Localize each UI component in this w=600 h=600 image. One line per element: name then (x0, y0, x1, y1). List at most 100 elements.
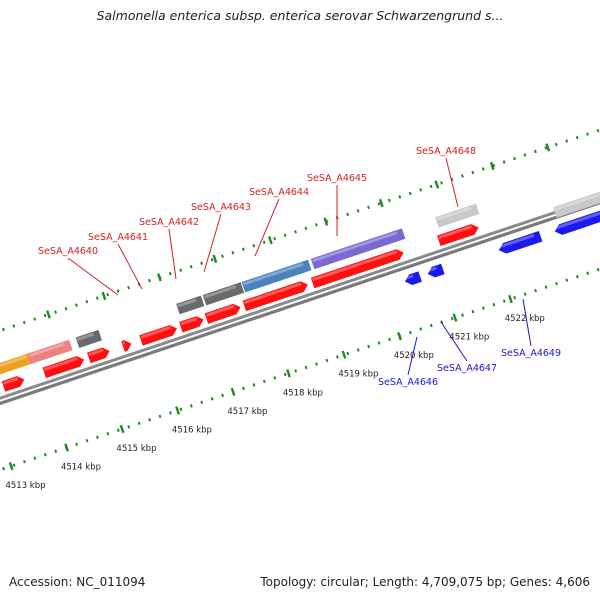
reverse-tick-dots (335, 355, 339, 359)
forward-tick-dots-mark (106, 292, 110, 297)
reverse-tick-dots-mark (481, 306, 485, 310)
forward-tick-dots-mark (419, 188, 423, 192)
forward-tick-dots (241, 247, 245, 251)
forward-tick-dots-mark (43, 313, 47, 318)
reverse-tick-dots-mark (388, 337, 391, 342)
reverse-tick-dots (523, 292, 527, 296)
forward-tick-dots-mark (596, 128, 600, 133)
gene-label: SeSA_A4646 (378, 377, 438, 388)
forward-tick-dots-mark (189, 264, 193, 269)
forward-gene-highlight (312, 250, 398, 282)
reverse-tick-dots (419, 327, 423, 331)
forward-tick-dots (22, 320, 26, 325)
forward-tick-dots-mark (12, 324, 16, 328)
outer-scale-tick-mark (157, 273, 162, 282)
forward-gene-shape (204, 303, 241, 324)
forward-tick-dots (314, 223, 318, 227)
reverse-tick-dots-mark (346, 351, 350, 356)
reverse-tick-dots (513, 295, 517, 300)
backbone-line (0, 195, 600, 400)
forward-tick-dots (440, 181, 443, 185)
reverse-tick-dots-mark (262, 379, 266, 384)
reverse-tick-dots-mark (221, 393, 225, 398)
scale-tick (8, 461, 14, 471)
forward-tick-dots (398, 195, 402, 199)
reverse-tick-dots (85, 439, 89, 443)
reverse-tick-dots (43, 452, 47, 457)
scale-tick-mark (397, 332, 402, 341)
forward-tick-dots (168, 271, 172, 276)
forward-tick-dots-mark (33, 317, 37, 321)
scale-tick-mark (341, 350, 347, 359)
forward-tick-dots (502, 160, 506, 164)
reverse-tick-dots (304, 365, 308, 370)
outer-scale-tick-mark (545, 143, 551, 152)
forward-tick-dots (148, 278, 151, 283)
reverse-tick-dots-mark (367, 344, 371, 349)
forward-gene-shape (437, 224, 479, 247)
forward-gene-upper-highlight (242, 262, 304, 286)
reverse-tick-dots (252, 383, 256, 387)
scale-tick (230, 387, 236, 397)
reverse-tick-dots (315, 362, 318, 366)
reverse-tick-dots-mark (513, 295, 517, 300)
forward-gene-highlight (140, 326, 171, 339)
forward-tick-dots-mark (377, 202, 381, 206)
genome-title: Salmonella enterica subsp. enterica sero… (96, 8, 504, 23)
forward-tick-dots-mark (54, 310, 57, 314)
forward-tick-dots (377, 202, 381, 206)
reverse-gene-upper (553, 185, 600, 218)
gene-label: SeSA_A4640 (38, 246, 98, 257)
forward-gene-highlight (2, 377, 19, 385)
reverse-tick-dots (33, 456, 37, 460)
reverse-gene-shape (427, 263, 445, 278)
forward-tick-dots (231, 251, 235, 255)
forward-gene-shape (310, 249, 404, 289)
reverse-tick-dots-mark (75, 442, 79, 446)
forward-gene-highlight (243, 282, 302, 305)
forward-gene (139, 325, 178, 346)
forward-tick-dots-mark (75, 303, 78, 307)
forward-tick-dots (85, 299, 89, 304)
forward-gene-upper (310, 228, 406, 270)
forward-tick-dots-mark (116, 289, 120, 293)
forward-tick-dots-mark (513, 156, 516, 161)
forward-gene-shape (1, 376, 25, 392)
scale-tick (452, 313, 458, 322)
scale-tick-label: 4516 kbp (172, 425, 212, 435)
reverse-tick-dots (158, 414, 162, 419)
forward-tick-dots-mark (64, 306, 68, 311)
outer-scale-tick-mark (101, 291, 107, 301)
scale-tick-mark (175, 406, 180, 415)
forward-tick-dots-mark (471, 170, 475, 175)
forward-gene-highlight (122, 341, 126, 345)
reverse-tick-dots (283, 372, 287, 377)
forward-tick-dots (513, 156, 516, 161)
reverse-tick-dots (429, 323, 433, 328)
scale-tick-label: 4518 kbp (283, 388, 323, 398)
outer-scale-tick (434, 180, 440, 189)
forward-gene-upper-shape (202, 282, 245, 306)
gene-label: SeSA_A4641 (88, 232, 148, 243)
forward-gene-highlight (205, 304, 235, 317)
forward-tick-dots-mark (533, 149, 537, 154)
reverse-tick-dots-mark (2, 466, 5, 471)
reverse-tick-dots (481, 306, 485, 310)
forward-tick-dots-mark (586, 132, 590, 136)
reverse-tick-dots (596, 267, 600, 272)
gene-label: SeSA_A4643 (191, 202, 251, 213)
outer-scale-tick-mark (267, 236, 273, 245)
outer-scale-tick (545, 143, 551, 152)
reverse-tick-dots (440, 320, 444, 324)
reverse-tick-dots (179, 407, 183, 412)
reverse-tick-dots (544, 285, 548, 289)
forward-gene (437, 224, 479, 247)
reverse-tick-dots-mark (210, 397, 214, 401)
forward-gene-shape (42, 356, 85, 379)
reverse-tick-dots-mark (189, 404, 193, 408)
forward-tick-dots-mark (200, 261, 204, 265)
reverse-tick-dots-mark (304, 365, 308, 370)
forward-tick-dots (221, 254, 224, 258)
reverse-tick-dots-mark (96, 435, 99, 439)
